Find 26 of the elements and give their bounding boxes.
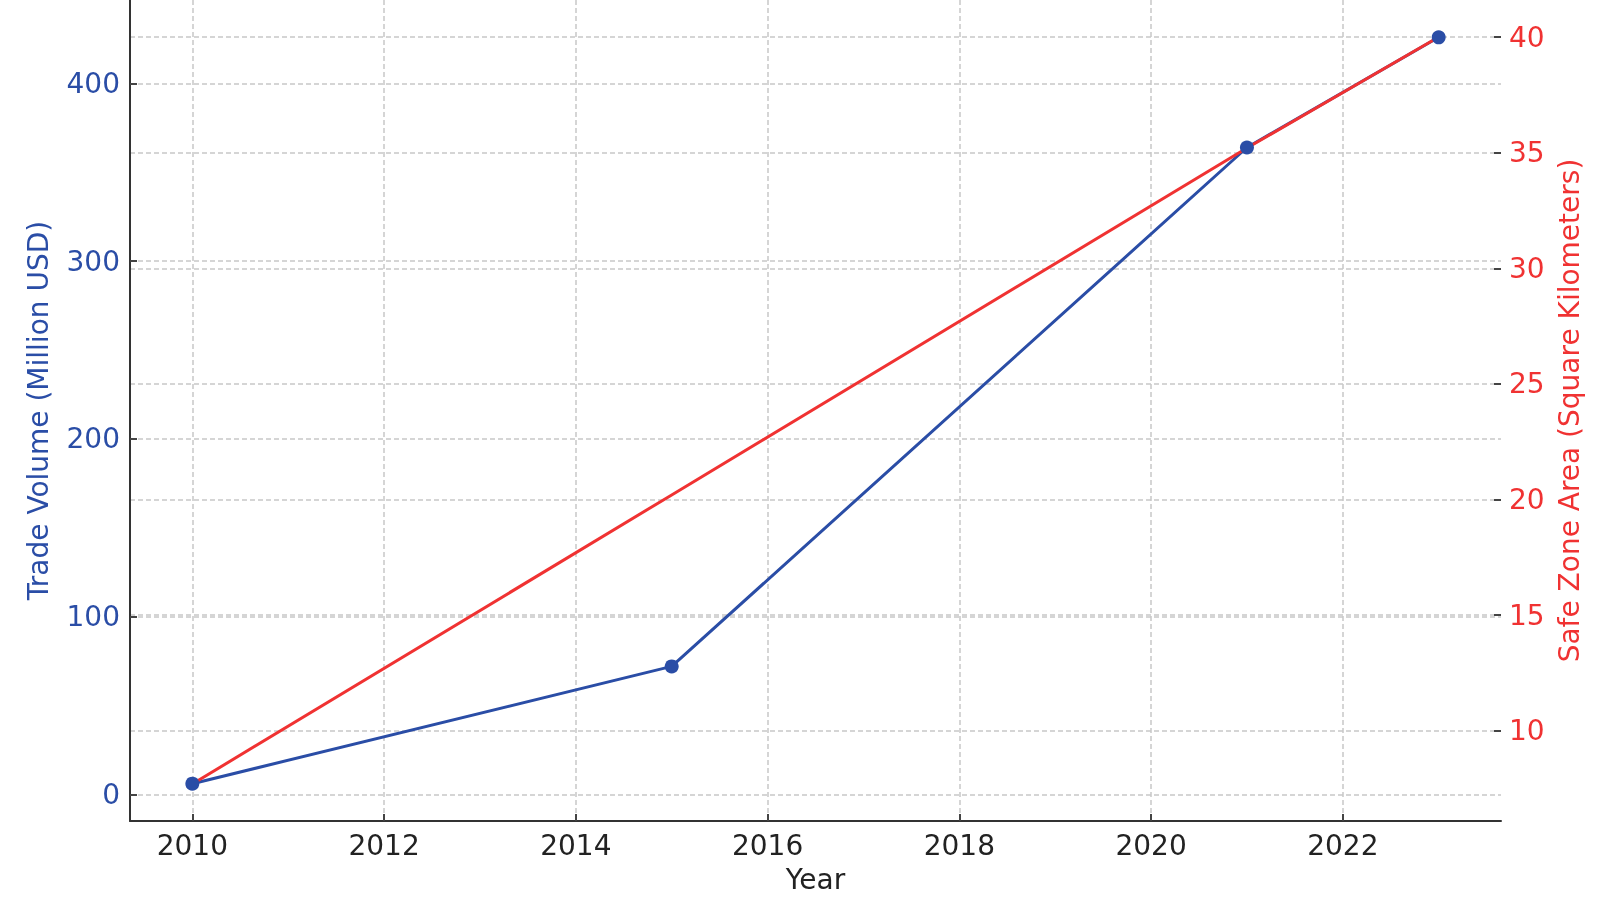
y2-tick-label: 15 bbox=[1509, 598, 1545, 632]
x-tick-label: 2018 bbox=[923, 828, 995, 862]
y2-tick-label: 10 bbox=[1509, 714, 1545, 748]
y2-tick-label: 40 bbox=[1509, 20, 1545, 54]
y-tick-label: 400 bbox=[66, 67, 120, 101]
x-tick-label: 2022 bbox=[1307, 828, 1379, 862]
point bbox=[185, 776, 200, 791]
x-tick-label: 2016 bbox=[731, 828, 804, 862]
x-axis-title: Year bbox=[784, 862, 846, 896]
y2-tick-label: 25 bbox=[1509, 367, 1545, 401]
y2-tick-label: 20 bbox=[1509, 483, 1545, 517]
x-tick-label: 2020 bbox=[1115, 828, 1187, 862]
point bbox=[664, 659, 679, 674]
point bbox=[1431, 30, 1446, 45]
x-tick-label: 2014 bbox=[540, 828, 612, 862]
point bbox=[1239, 140, 1254, 155]
y-tick-label: 100 bbox=[66, 600, 120, 634]
y-tick-label: 0 bbox=[102, 777, 120, 811]
y-axis-title: Trade Volume (Million USD) bbox=[21, 220, 55, 602]
x-tick-label: 2010 bbox=[156, 828, 228, 862]
y2-tick-label: 30 bbox=[1509, 251, 1545, 285]
x-tick-label: 2012 bbox=[348, 828, 420, 862]
y-tick-label: 300 bbox=[66, 244, 120, 278]
y2-tick-label: 35 bbox=[1509, 136, 1545, 170]
y-tick-label: 200 bbox=[66, 422, 120, 456]
y2-axis-title: Safe Zone Area (Square Kilometers) bbox=[1553, 158, 1587, 663]
